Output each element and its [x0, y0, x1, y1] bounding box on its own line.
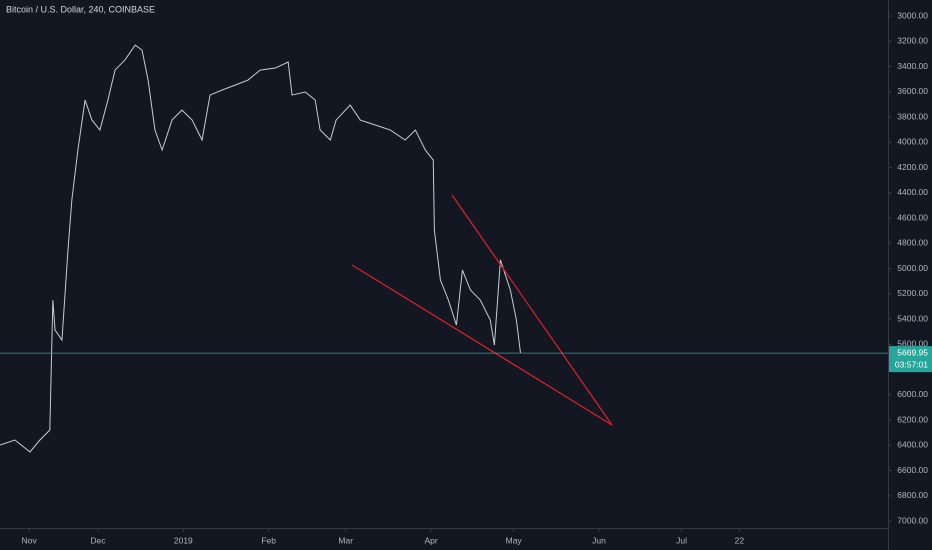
- price-line: [0, 44, 522, 453]
- last-price-label: 5669.95: [897, 347, 928, 357]
- y-tick-label: 3200.00: [897, 36, 928, 46]
- y-tick-label: 4800.00: [897, 238, 928, 248]
- y-tick-label: 5000.00: [897, 263, 928, 273]
- trend-line-upper: [451, 194, 613, 426]
- y-tick-label: 3800.00: [897, 111, 928, 121]
- last-price-tag: [889, 346, 932, 373]
- chart-title: Bitcoin / U.S. Dollar, 240, COINBASE: [6, 4, 155, 14]
- x-tick-label: Mar: [338, 535, 353, 545]
- x-tick-label: Jun: [592, 535, 606, 545]
- trend-line-lower: [351, 264, 613, 426]
- x-tick-label: Nov: [22, 535, 38, 545]
- x-tick-label: 2019: [174, 535, 193, 545]
- y-tick-label: 5400.00: [897, 313, 928, 323]
- y-tick-label: 3600.00: [897, 86, 928, 96]
- y-tick-label: 6400.00: [897, 440, 928, 450]
- x-tick-label: Feb: [261, 535, 276, 545]
- y-tick-label: 4400.00: [897, 187, 928, 197]
- y-tick-label: 6000.00: [897, 389, 928, 399]
- y-tick-label: 3400.00: [897, 61, 928, 71]
- y-tick-label: 4000.00: [897, 137, 928, 147]
- y-tick-label: 7000.00: [897, 515, 928, 525]
- x-tick-label: May: [506, 535, 523, 545]
- y-tick-label: 3000.00: [897, 10, 928, 20]
- y-tick-label: 5200.00: [897, 288, 928, 298]
- x-tick-label: 22: [735, 535, 745, 545]
- y-tick-label: 6800.00: [897, 490, 928, 500]
- x-tick-label: Jul: [676, 535, 687, 545]
- y-tick-label: 6600.00: [897, 465, 928, 475]
- y-tick-label: 4600.00: [897, 212, 928, 222]
- countdown-label: 03:57:01: [895, 359, 928, 369]
- y-tick-label: 4200.00: [897, 162, 928, 172]
- y-tick-label: 5600.00: [897, 339, 928, 349]
- x-tick-label: Dec: [90, 535, 106, 545]
- plot-area: [0, 44, 522, 453]
- y-tick-label: 6200.00: [897, 414, 928, 424]
- x-tick-label: Apr: [424, 535, 437, 545]
